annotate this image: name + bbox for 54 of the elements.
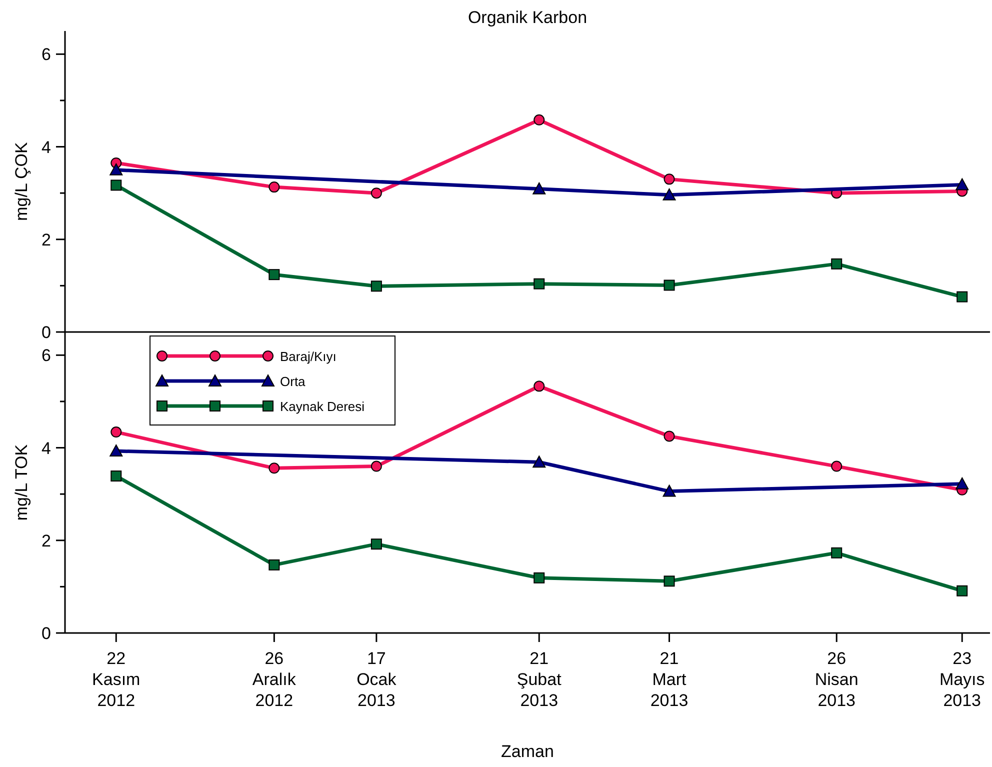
- point: [370, 460, 382, 472]
- y-tick-label: 0: [42, 323, 51, 342]
- point: [370, 188, 382, 199]
- point: [664, 280, 675, 291]
- point: [534, 278, 545, 290]
- y-tick-label: 4: [42, 138, 51, 157]
- point: [110, 163, 123, 176]
- y-axis-title: mg/L ÇOK: [12, 141, 31, 221]
- x-tick-label: 21 Şubat 2013: [516, 649, 562, 710]
- x-tick-label: 22 Kasım 2012: [92, 649, 140, 710]
- x-tick-label: 23 Mayıs 2013: [939, 649, 985, 710]
- point: [956, 291, 968, 302]
- x-tick-label: 26 Aralık 2012: [252, 649, 296, 710]
- x-axis-title: Zaman: [501, 742, 554, 761]
- legend-label: Orta: [280, 374, 306, 389]
- y-tick-label: 6: [42, 45, 51, 64]
- point: [110, 426, 122, 438]
- legend-label: Kaynak Deresi: [280, 399, 365, 414]
- point: [831, 258, 842, 270]
- x-tick-label: 17 Ocak 2013: [356, 649, 397, 710]
- x-tick-label: 21 Mart 2013: [650, 649, 688, 710]
- point: [956, 477, 969, 490]
- point: [110, 444, 123, 457]
- chart-title: Organik Karbon: [468, 8, 588, 27]
- y-tick-label: 0: [42, 624, 51, 643]
- point: [664, 576, 675, 587]
- point: [268, 182, 280, 193]
- point: [831, 460, 842, 472]
- point: [956, 585, 968, 596]
- x-tick-label: 26 Nisan 2013: [814, 649, 858, 710]
- point: [534, 114, 545, 126]
- point: [662, 188, 676, 200]
- y-tick-label: 6: [42, 346, 51, 366]
- y-tick-label: 4: [42, 438, 51, 458]
- point: [268, 462, 280, 474]
- point: [370, 280, 382, 292]
- point: [662, 484, 676, 497]
- y-axis-title: mg/L TOK: [12, 444, 31, 521]
- y-tick-label: 2: [42, 230, 51, 250]
- point: [534, 572, 545, 584]
- point: [532, 456, 546, 468]
- point: [664, 430, 675, 442]
- point: [831, 547, 842, 558]
- point: [664, 174, 675, 185]
- point: [268, 269, 280, 280]
- point: [110, 180, 122, 191]
- legend-label: Baraj/Kıyı: [280, 349, 336, 364]
- y-tick-label: 2: [42, 531, 51, 550]
- point: [370, 538, 382, 550]
- point: [956, 178, 969, 190]
- point: [268, 559, 280, 570]
- point: [532, 182, 546, 194]
- point: [110, 470, 122, 482]
- point: [534, 380, 545, 392]
